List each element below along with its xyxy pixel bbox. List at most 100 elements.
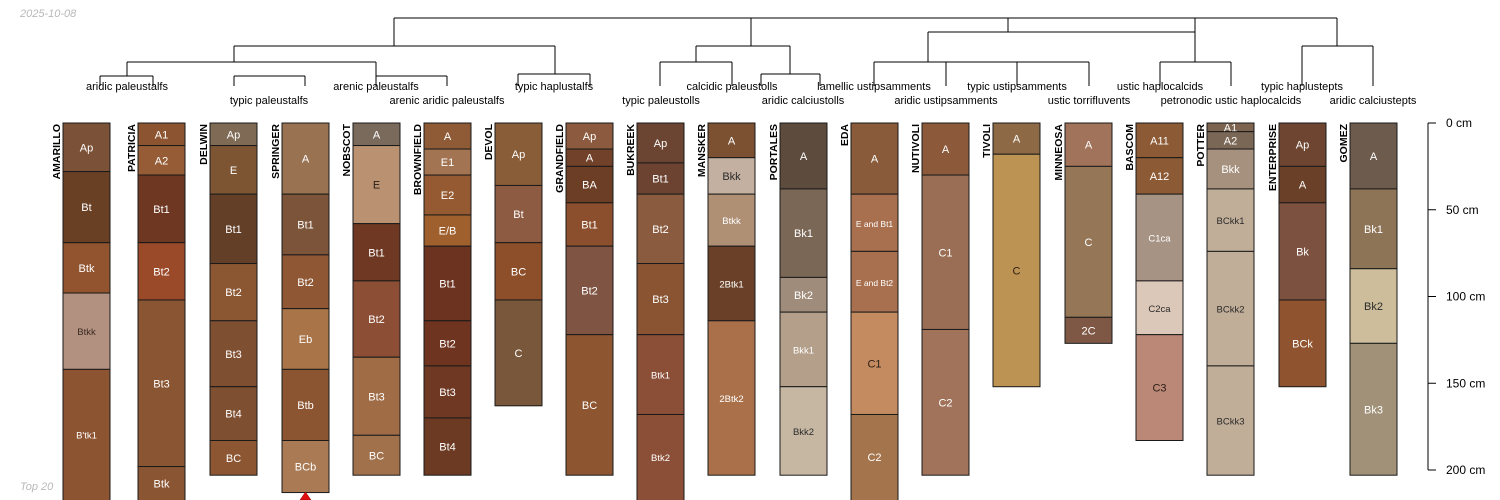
profile-name: EDA — [839, 124, 851, 147]
horizon-block — [779, 276, 828, 313]
profile-name: MINNEOSA — [1053, 124, 1065, 181]
horizon: Bt1 — [281, 193, 330, 256]
horizon: Bt1 — [565, 202, 614, 247]
horizon: Bt3 — [137, 299, 186, 468]
taxon-label: typic haplustepts — [1261, 81, 1343, 93]
horizon-block — [636, 334, 685, 415]
horizon-label: BA — [582, 180, 597, 192]
horizon-label: BC — [369, 450, 384, 462]
profile-name: DELWIN — [198, 124, 210, 165]
horizon-label: Bt — [513, 209, 523, 221]
horizon-block — [707, 157, 756, 195]
horizon-label: C2 — [938, 397, 952, 409]
horizon-block — [565, 202, 614, 247]
horizon-label: Bt3 — [439, 387, 456, 399]
horizon: Ap — [494, 122, 543, 186]
horizon: Btb — [281, 368, 330, 442]
profile-name: DEVOL — [483, 123, 495, 160]
horizon: BCk — [1278, 299, 1327, 388]
horizon: Bk3 — [1349, 342, 1398, 476]
horizon-label: Bt1 — [652, 174, 669, 186]
horizon-block — [1064, 165, 1113, 318]
horizon-label: Ap — [654, 138, 667, 150]
truncation-marker — [299, 491, 312, 500]
horizon: E and Bt2 — [850, 250, 899, 313]
horizon: A1 — [137, 122, 186, 147]
horizon-label: C2ca — [1148, 304, 1171, 315]
profile-name: GOMEZ — [1338, 123, 1350, 162]
horizon-block — [62, 292, 111, 370]
horizon: Btk2 — [636, 413, 685, 500]
horizon: A — [565, 148, 614, 167]
profile-nobscot: A E Bt1 Bt2 Bt3 BC NOBSCOT — [341, 122, 401, 476]
horizon-block — [636, 193, 685, 265]
horizon: Btk — [62, 242, 111, 294]
horizon: A — [707, 122, 756, 159]
horizon-block — [707, 193, 756, 247]
horizon-block — [707, 122, 756, 159]
horizon-block — [62, 242, 111, 294]
profile-gomez: A Bk1 Bk2 Bk3 GOMEZ — [1338, 122, 1398, 476]
horizon: BA — [565, 165, 614, 204]
horizon: A — [352, 122, 401, 147]
horizon-block — [137, 174, 186, 244]
horizon-label: A — [1085, 140, 1093, 152]
horizon-label: A — [871, 154, 879, 166]
horizon-label: A — [586, 153, 594, 165]
horizon: Bt3 — [636, 263, 685, 336]
profile-eda: A E and Bt1 E and Bt2 C1 C2 EDA — [839, 122, 899, 500]
horizon-label: Bt2 — [652, 224, 669, 236]
taxon-label: petronodic ustic haplocalcids — [1161, 95, 1302, 107]
taxon-label: aridic calciustolls — [762, 95, 845, 107]
profile-portales: A Bk1 Bk2 Bkk1 Bkk2 PORTALES — [768, 122, 828, 476]
horizon: Bt2 — [137, 242, 186, 301]
horizon: C — [992, 153, 1041, 388]
taxon-label: aridic ustipsamments — [894, 95, 998, 107]
horizon-label: A2 — [155, 155, 168, 167]
horizon-block — [62, 122, 111, 173]
horizon: Bt2 — [281, 254, 330, 310]
horizon: Btk — [137, 466, 186, 500]
horizon-label: Bk2 — [1364, 301, 1383, 313]
profile-bascom: A11 A12 C1ca C2ca C3 BASCOM — [1124, 122, 1184, 442]
horizon-label: A — [942, 144, 950, 156]
horizon-block — [494, 122, 543, 186]
profile-devol: Ap Bt BC C DEVOL — [483, 122, 543, 407]
horizon-block — [636, 122, 685, 164]
soil-profiles: Ap Bt Btk Btkk B'tk1 AMARILLO A1 A2 Bt1 Bt2 Bt3 Btk… — [51, 122, 1398, 500]
horizon: C3 — [1135, 334, 1184, 442]
horizon: BCkk2 — [1206, 250, 1255, 367]
horizon: Bt1 — [209, 193, 258, 265]
horizon-block — [636, 413, 685, 500]
horizon: Bt1 — [352, 223, 401, 282]
horizon-block — [992, 122, 1041, 155]
horizon: Bk2 — [779, 276, 828, 313]
horizon-block — [62, 368, 111, 500]
horizon-label: Bkk1 — [793, 345, 814, 356]
horizon-block — [281, 368, 330, 442]
horizon-label: BCkk2 — [1217, 305, 1245, 316]
profile-patricia: A1 A2 Bt1 Bt2 Bt3 Btk PATRICIA — [126, 122, 186, 500]
horizon: E — [209, 145, 258, 195]
horizon-label: E and Bt1 — [856, 219, 894, 229]
horizon-label: BCkk3 — [1217, 417, 1245, 428]
horizon-label: C2 — [867, 452, 881, 464]
horizon-label: Bt3 — [368, 391, 385, 403]
horizon-label: A12 — [1150, 171, 1170, 183]
horizon: Bt4 — [209, 386, 258, 442]
profile-brownfield: A E1 E2 E/B Bt1 Bt2 Bt3 Bt4 BROWNFIELD — [412, 122, 472, 476]
horizon-label: Btk — [154, 478, 170, 490]
horizon-block — [1135, 122, 1184, 159]
profile-mansker: A Bkk Btkk 2Btk1 2Btk2 MANSKER — [696, 122, 756, 476]
horizon: C — [494, 299, 543, 407]
taxon-label: aridic calciustepts — [1330, 95, 1417, 107]
horizon-label: A — [1299, 180, 1307, 192]
horizon-block — [779, 311, 828, 388]
horizon: A2 — [1206, 131, 1255, 150]
profile-nutivoli: A C1 C2 NUTIVOLI — [910, 122, 970, 476]
profile-springer: A Bt1 Bt2 Eb Btb BCb SPRINGER — [270, 122, 330, 494]
horizon-block — [423, 214, 472, 247]
horizon-label: Bt1 — [581, 219, 598, 231]
depth-axis: 0 cm 50 cm 100 cm 150 cm 200 cm — [1427, 116, 1485, 477]
